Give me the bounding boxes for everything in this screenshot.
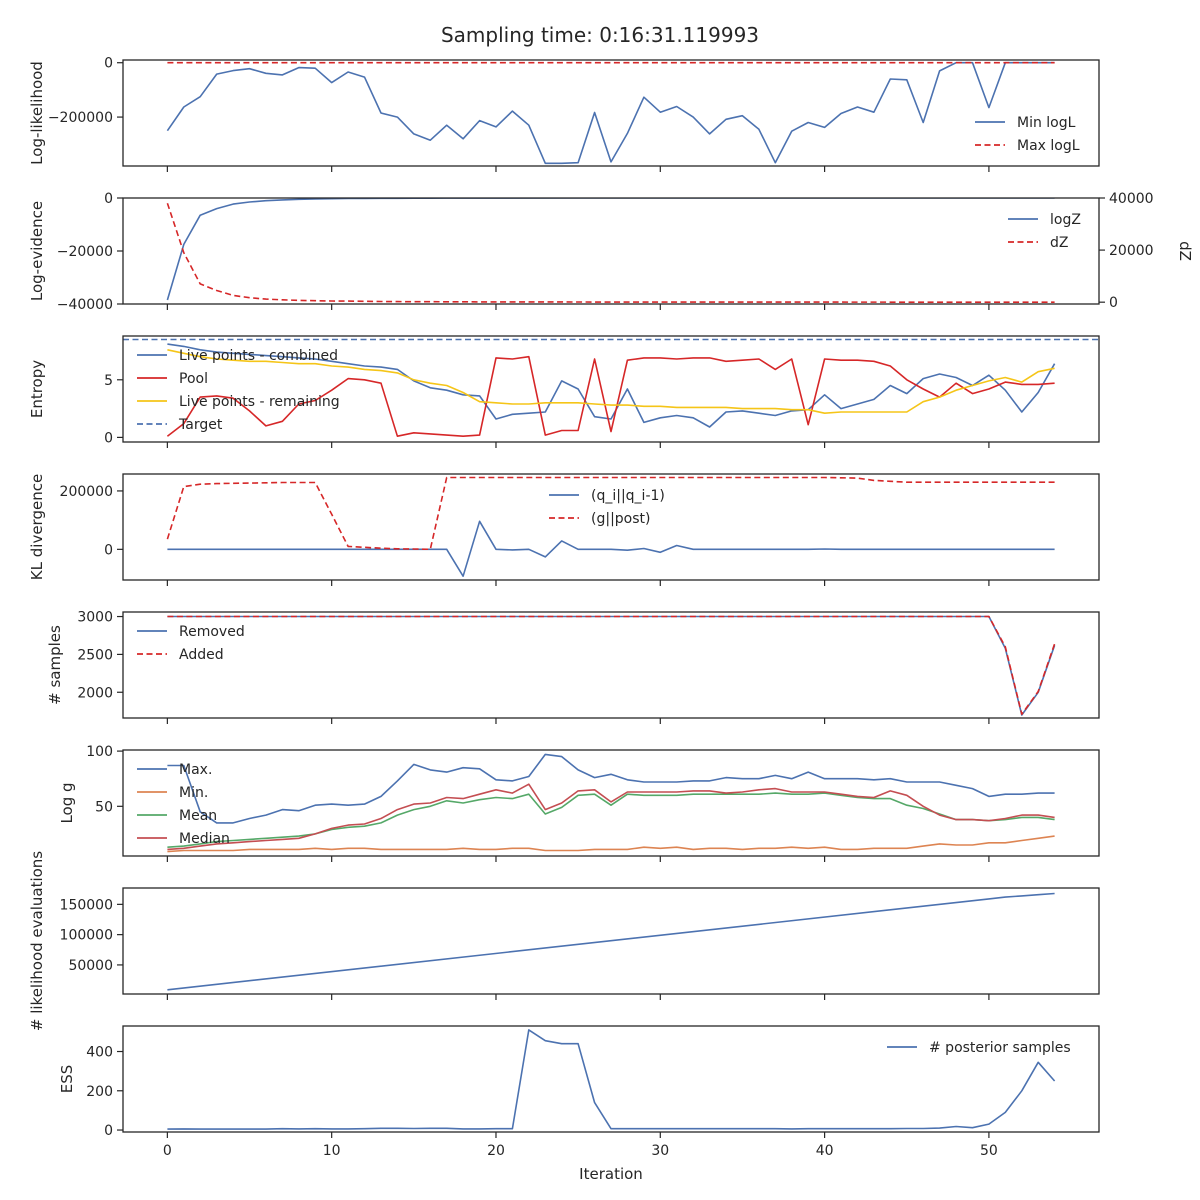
y-tick-label: 200000 <box>60 484 113 500</box>
y-axis-label: Entropy <box>28 360 46 418</box>
y-tick-label: 150000 <box>60 897 113 913</box>
series-line-min-logl-0 <box>166 61 1055 165</box>
axes-frame <box>122 749 1100 857</box>
y-tick-label: 50 <box>95 799 113 815</box>
panel-6: 100 50 Log g Max. Min. Mean Median <box>58 744 1100 862</box>
y-axis-label: Log-evidence <box>28 201 46 301</box>
y-tick-label: −40000 <box>57 297 113 313</box>
legend-label: Live points - remaining <box>179 394 340 410</box>
y2-axis-label: dZ <box>1176 241 1194 261</box>
legend-label: logZ <box>1050 212 1081 228</box>
y-tick-label: 0 <box>104 191 113 207</box>
y2-tick-label: 20000 <box>1109 243 1154 259</box>
panel-7: 150000 100000 50000 # likelihood evaluation… <box>28 851 1100 1031</box>
series-line-live-points-remaining-2 <box>167 349 1055 415</box>
series-line-max--0 <box>167 753 1055 824</box>
legend: logZ dZ <box>1008 212 1081 251</box>
series-line-removed-0 <box>167 615 1056 716</box>
panel-4: 200000 0 KL divergence (q_i||q_i-1) (g||post… <box>28 473 1100 586</box>
y2-tick-label: 0 <box>1109 295 1118 311</box>
y-tick-label: 5 <box>104 373 113 389</box>
axes-frame <box>122 1025 1100 1133</box>
x-tick-label: 50 <box>980 1143 998 1159</box>
legend-label: Min. <box>179 785 208 801</box>
legend-label: Removed <box>179 624 245 640</box>
legend-label: Max logL <box>1017 138 1080 154</box>
legend-label: Pool <box>179 371 208 387</box>
series-line-pool-1 <box>166 355 1055 438</box>
y2-tick-label: 40000 <box>1109 191 1154 207</box>
legend-label: (g||post) <box>591 511 650 527</box>
axes-frame <box>122 335 1100 443</box>
y-axis-label: Log-likelihood <box>28 61 46 165</box>
legend-label: Live points - combined <box>179 348 338 364</box>
x-tick-label: 20 <box>487 1143 505 1159</box>
axes-frame <box>122 59 1100 167</box>
y-tick-label: −20000 <box>57 244 113 260</box>
series-line-logz-0 <box>166 198 1055 301</box>
y-tick-label: 50000 <box>68 958 113 974</box>
figure-title: Sampling time: 0:16:31.119993 <box>441 23 759 47</box>
legend-label: Median <box>179 831 230 847</box>
y-tick-label: −200000 <box>48 110 113 126</box>
series-line--posterior-samples-0 <box>167 1029 1056 1130</box>
x-axis-label: Iteration <box>579 1165 643 1183</box>
series-line-median-3 <box>167 783 1055 851</box>
y-axis-label: # samples <box>46 625 64 705</box>
y-tick-label: 400 <box>86 1045 113 1061</box>
x-tick-label: 40 <box>816 1143 834 1159</box>
legend: Min logL Max logL <box>975 115 1080 154</box>
y-axis-label: # likelihood evaluations <box>28 851 46 1031</box>
series-line--q-i-q-i-1--0 <box>167 520 1055 578</box>
series-line--g-post--1 <box>166 476 1055 551</box>
legend-label: # posterior samples <box>929 1040 1071 1056</box>
y-axis-label: KL divergence <box>28 474 46 580</box>
y-tick-label: 0 <box>104 56 113 72</box>
legend-label: Mean <box>179 808 217 824</box>
legend-label: Min logL <box>1017 115 1076 131</box>
axes-frame <box>122 611 1100 719</box>
axes-frame <box>122 473 1100 581</box>
y-tick-label: 100 <box>86 744 113 760</box>
y-axis-label: Log g <box>58 782 76 823</box>
y-axis-label: ESS <box>58 1065 76 1094</box>
legend-label: Target <box>178 417 223 433</box>
y-tick-label: 0 <box>104 430 113 446</box>
axes-frame <box>122 197 1100 305</box>
legend: Removed Added <box>137 624 245 663</box>
y-tick-label: 2000 <box>77 685 113 701</box>
y-tick-label: 200 <box>86 1084 113 1100</box>
x-tick-label: 30 <box>651 1143 669 1159</box>
legend-label: (q_i||q_i-1) <box>591 488 665 504</box>
series-line-dz-1 <box>166 202 1055 304</box>
legend: Max. Min. Mean Median <box>137 762 230 847</box>
panel-8: 400 200 0 0 10 20 30 40 50 ESS # posterior samples <box>58 1025 1100 1159</box>
y-tick-label: 100000 <box>60 928 113 944</box>
y-tick-label: 0 <box>104 1123 113 1139</box>
x-tick-label: 0 <box>163 1143 172 1159</box>
y-tick-label: 2500 <box>77 647 113 663</box>
x-tick-label: 10 <box>323 1143 341 1159</box>
legend: # posterior samples <box>887 1040 1071 1056</box>
legend-label: Max. <box>179 762 212 778</box>
axes-frame <box>122 887 1100 995</box>
legend: (q_i||q_i-1) (g||post) <box>549 488 665 527</box>
series-line-series-0 <box>167 892 1055 991</box>
panel-2: 0 −20000 −40000 40000 20000 0 dZ Log-evidence lo… <box>28 191 1194 313</box>
legend-label: dZ <box>1050 235 1068 251</box>
y-tick-label: 0 <box>104 542 113 558</box>
series-line-added-1 <box>167 615 1056 716</box>
series-line-min--1 <box>167 835 1055 853</box>
panel-5: 3000 2500 2000 # samples Removed Added <box>46 610 1100 724</box>
legend: Live points - combined Pool Live points - … <box>137 348 340 433</box>
series-line-live-points-combined-0 <box>167 343 1056 428</box>
legend-label: Added <box>179 647 224 663</box>
y-tick-label: 3000 <box>77 610 113 626</box>
